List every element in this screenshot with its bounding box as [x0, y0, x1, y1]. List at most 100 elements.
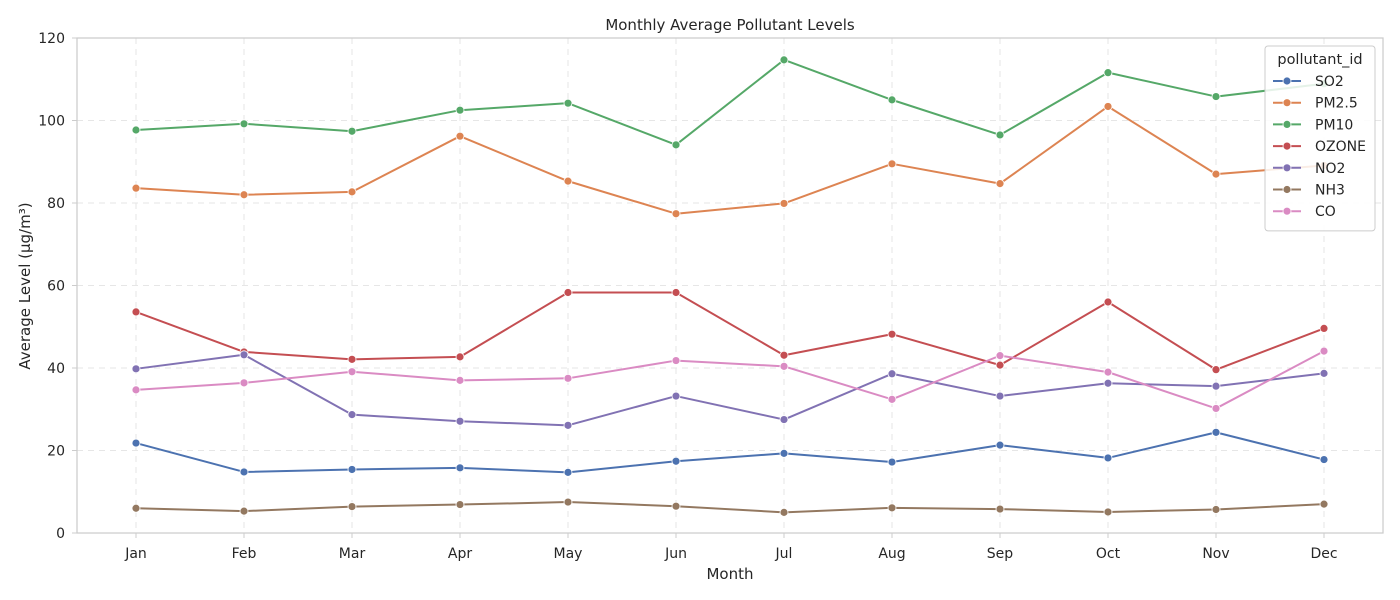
legend-label: PM10 [1315, 117, 1353, 133]
x-tick-label: Dec [1310, 546, 1337, 562]
series-layer [131, 55, 1329, 517]
x-tick-label: Aug [878, 546, 905, 562]
data-point-pm25 [671, 209, 681, 219]
legend-item-pm25: PM2.5 [1273, 96, 1358, 112]
series-co [131, 346, 1329, 413]
data-point-pm10 [1103, 68, 1113, 78]
data-point-so2 [887, 457, 897, 467]
data-point-pm25 [239, 190, 249, 200]
data-point-pm25 [455, 131, 465, 141]
data-point-nh3 [1103, 507, 1113, 517]
data-point-ozone [563, 288, 573, 297]
legend-label: NH3 [1315, 183, 1345, 199]
data-point-so2 [1103, 453, 1113, 463]
legend-item-pm10: PM10 [1273, 117, 1353, 133]
legend-box [1264, 45, 1376, 232]
x-axis-label: Month [706, 565, 753, 583]
data-point-ozone [455, 352, 465, 362]
data-point-pm25 [887, 159, 897, 169]
data-point-nh3 [131, 503, 141, 513]
data-point-no2 [347, 410, 357, 420]
data-point-co [563, 373, 573, 383]
data-point-nh3 [995, 504, 1005, 514]
data-point-co [671, 356, 681, 365]
data-point-no2 [455, 416, 465, 426]
data-point-so2 [779, 448, 789, 458]
plot-frame [76, 37, 1384, 534]
data-point-co [131, 385, 141, 395]
y-tick-label: 20 [47, 444, 65, 460]
data-point-ozone [1103, 297, 1113, 307]
data-point-nh3 [347, 502, 357, 512]
series-no2 [131, 350, 1329, 430]
data-point-so2 [995, 440, 1005, 450]
data-point-so2 [239, 467, 249, 477]
data-point-co [239, 378, 249, 388]
data-point-co [455, 375, 465, 385]
y-tick-label: 60 [47, 279, 65, 295]
data-point-nh3 [563, 497, 573, 507]
legend-swatch-marker [1282, 185, 1292, 194]
data-point-pm10 [347, 126, 357, 136]
data-point-co [887, 394, 897, 404]
x-tick-label: Sep [987, 546, 1014, 562]
y-tick-label: 40 [47, 361, 65, 377]
data-point-ozone [887, 329, 897, 339]
series-nh3 [131, 497, 1329, 517]
data-point-no2 [1103, 378, 1113, 388]
data-point-pm25 [779, 199, 789, 208]
legend-item-so2: SO2 [1273, 74, 1344, 90]
grid-lines [77, 38, 1383, 533]
y-tick-label: 100 [38, 114, 65, 130]
data-point-ozone [1211, 365, 1221, 375]
legend-swatch-marker [1282, 163, 1292, 173]
data-point-so2 [1211, 427, 1221, 437]
data-point-no2 [563, 420, 573, 430]
data-point-co [1103, 367, 1113, 377]
series-line-co [135, 350, 1325, 410]
data-point-ozone [347, 354, 357, 364]
series-so2 [131, 427, 1329, 477]
legend-label: NO2 [1315, 161, 1345, 177]
data-point-pm25 [1103, 102, 1113, 111]
legend-swatch-marker [1282, 141, 1292, 151]
data-point-ozone [1319, 323, 1329, 333]
data-point-co [347, 367, 357, 377]
legend-item-no2: NO2 [1273, 161, 1345, 177]
legend-swatch-marker [1282, 120, 1292, 129]
x-tick-label: Jan [124, 546, 147, 562]
chart-title: Monthly Average Pollutant Levels [605, 16, 855, 34]
x-tick-label: Jun [664, 546, 687, 562]
data-point-so2 [1319, 455, 1329, 464]
data-point-pm10 [779, 55, 789, 65]
data-point-nh3 [671, 501, 681, 511]
data-point-so2 [455, 463, 465, 473]
data-point-co [1211, 404, 1221, 413]
axis-ticks: 0 20 40 60 80 100 120 Jan Feb Mar Apr May Jun Jul Aug S… [38, 31, 1337, 562]
data-point-nh3 [887, 503, 897, 513]
data-point-so2 [347, 465, 357, 474]
data-point-no2 [887, 369, 897, 379]
data-point-so2 [131, 438, 141, 448]
legend-item-co: CO [1273, 204, 1336, 220]
data-point-pm10 [1211, 92, 1221, 101]
y-axis-label: Average Level (µg/m³) [16, 202, 34, 369]
data-point-co [779, 361, 789, 371]
data-point-pm10 [563, 98, 573, 108]
data-point-co [1319, 346, 1329, 356]
y-tick-label: 0 [56, 526, 65, 542]
data-point-nh3 [1211, 505, 1221, 514]
data-point-ozone [995, 360, 1005, 370]
data-point-pm10 [239, 119, 249, 129]
data-point-no2 [671, 391, 681, 401]
data-point-pm10 [995, 130, 1005, 140]
legend-swatch-marker [1282, 206, 1292, 216]
data-point-ozone [671, 288, 681, 297]
data-point-pm10 [131, 125, 141, 135]
data-point-no2 [1319, 368, 1329, 378]
data-point-nh3 [455, 500, 465, 509]
data-point-pm25 [995, 179, 1005, 189]
data-point-pm25 [1211, 169, 1221, 179]
legend-swatch-marker [1282, 76, 1292, 86]
